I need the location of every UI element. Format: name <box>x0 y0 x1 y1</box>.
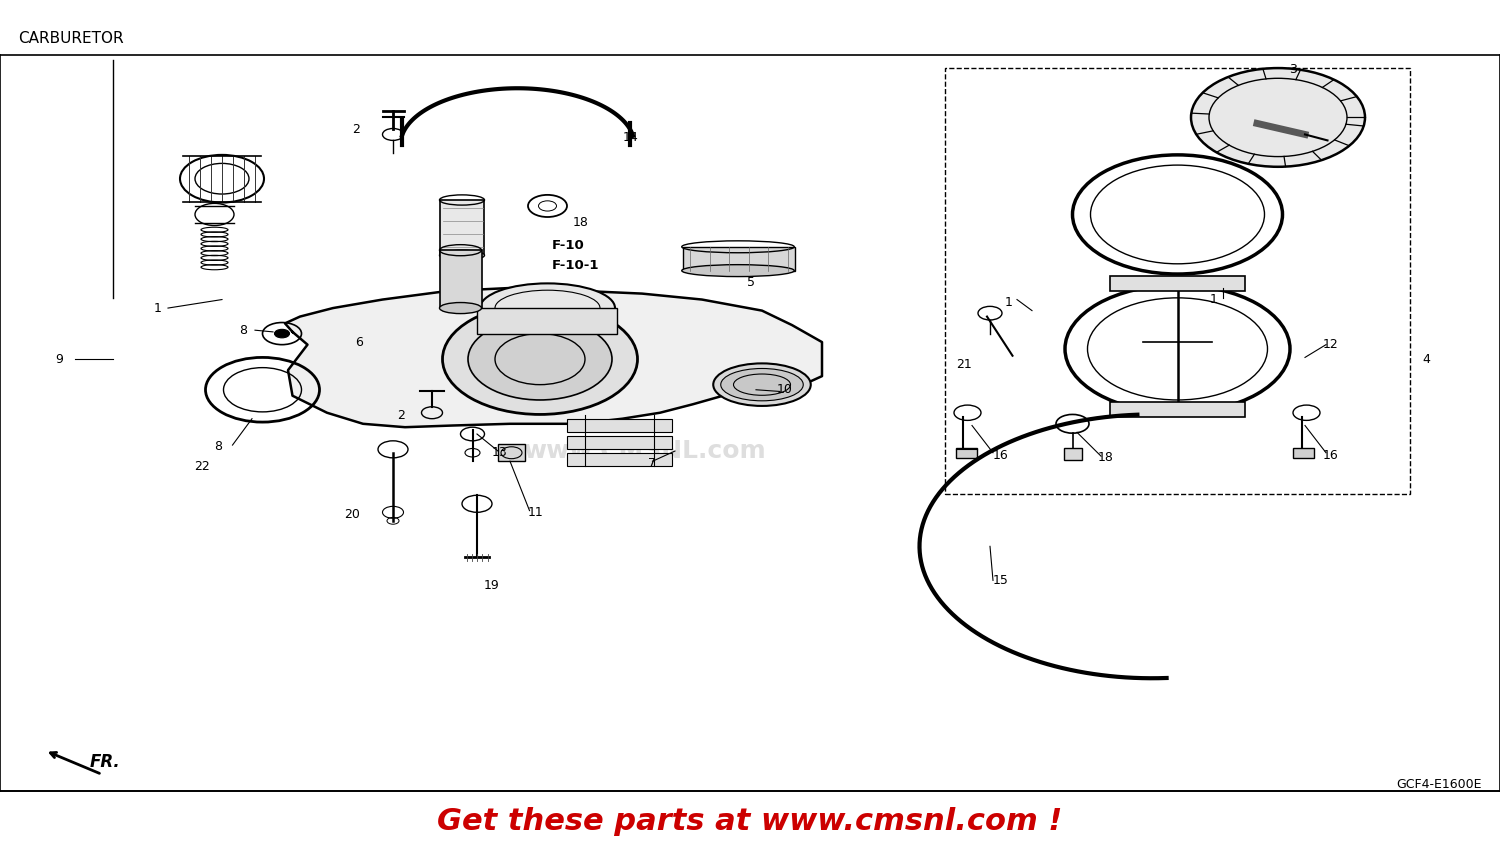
Bar <box>956 448 976 458</box>
Text: 6: 6 <box>356 335 363 349</box>
Text: F-10-1: F-10-1 <box>552 259 600 272</box>
Bar <box>477 308 616 334</box>
Text: 11: 11 <box>528 505 543 519</box>
Text: 21: 21 <box>957 357 972 371</box>
Text: 7: 7 <box>648 457 656 471</box>
Bar <box>945 68 1410 494</box>
Text: 8: 8 <box>214 440 222 454</box>
Text: 10: 10 <box>777 383 794 397</box>
Text: 12: 12 <box>1323 338 1338 351</box>
Text: 22: 22 <box>195 460 210 473</box>
Text: www.CMSNL.com: www.CMSNL.com <box>524 439 766 463</box>
Bar <box>1110 276 1245 291</box>
Text: 15: 15 <box>993 574 1010 587</box>
Text: 18: 18 <box>573 216 590 230</box>
Text: 13: 13 <box>492 446 507 460</box>
Ellipse shape <box>720 368 804 401</box>
Bar <box>1110 402 1245 417</box>
Text: 14: 14 <box>622 131 639 145</box>
Ellipse shape <box>714 363 810 406</box>
Bar <box>682 247 795 271</box>
Text: FR.: FR. <box>90 752 120 771</box>
Ellipse shape <box>440 250 485 260</box>
Circle shape <box>274 329 290 338</box>
Text: 19: 19 <box>484 579 500 592</box>
Ellipse shape <box>440 302 482 314</box>
Text: 1: 1 <box>1005 295 1013 309</box>
Bar <box>498 444 525 461</box>
Ellipse shape <box>480 283 615 333</box>
Text: 8: 8 <box>240 323 248 337</box>
Polygon shape <box>285 288 822 427</box>
Circle shape <box>468 318 612 400</box>
Text: 16: 16 <box>1323 448 1338 462</box>
Bar <box>440 250 482 308</box>
Text: F-10: F-10 <box>552 238 585 252</box>
Text: CARBURETOR: CARBURETOR <box>18 31 123 46</box>
Bar <box>567 436 672 449</box>
Text: 16: 16 <box>993 448 1008 462</box>
Circle shape <box>442 304 638 414</box>
Circle shape <box>1191 68 1365 167</box>
Text: 9: 9 <box>56 352 63 366</box>
Ellipse shape <box>681 265 795 277</box>
Text: 18: 18 <box>1098 451 1114 465</box>
Text: 5: 5 <box>747 276 754 289</box>
Text: 20: 20 <box>344 508 360 522</box>
Text: 1: 1 <box>1210 293 1218 306</box>
Bar <box>1064 448 1082 460</box>
Bar <box>567 453 672 466</box>
Text: 2: 2 <box>398 408 405 422</box>
Text: 1: 1 <box>154 301 162 315</box>
Text: 3: 3 <box>1288 63 1298 77</box>
Bar <box>440 200 485 255</box>
Text: GCF4-E1600E: GCF4-E1600E <box>1396 778 1482 791</box>
Text: Get these parts at www.cmsnl.com !: Get these parts at www.cmsnl.com ! <box>438 807 1062 836</box>
Text: 2: 2 <box>352 123 360 136</box>
Bar <box>567 419 672 432</box>
Bar <box>1293 448 1314 458</box>
Text: 4: 4 <box>1422 352 1430 366</box>
